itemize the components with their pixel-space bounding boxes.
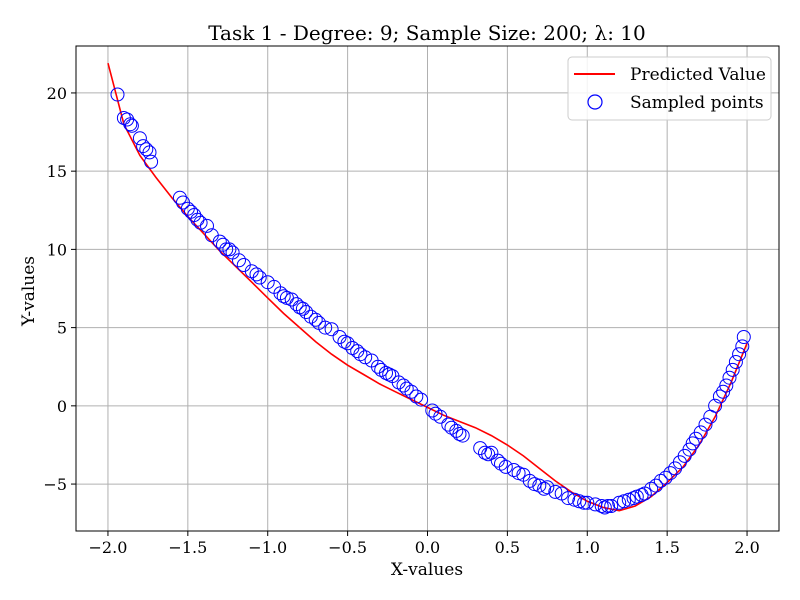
sampled-point (308, 312, 323, 327)
y-tick-label: 15 (47, 162, 67, 181)
sampled-point (409, 389, 424, 404)
x-tick-label: 0.5 (495, 538, 520, 557)
sampled-point (601, 499, 615, 513)
sampled-point (222, 242, 237, 257)
x-tick-label: −0.5 (328, 538, 367, 557)
x-axis-label: X-values (391, 560, 463, 580)
sampled-point (139, 142, 154, 157)
legend: Predicted Value Sampled points (567, 56, 772, 121)
sampled-point (577, 495, 592, 510)
sampled-point (193, 215, 208, 230)
sampled-point (124, 118, 139, 133)
sampled-point (728, 355, 743, 369)
y-tick-label: 10 (47, 240, 67, 259)
y-axis-label: Y-values (19, 256, 39, 327)
y-tick-label: 20 (47, 84, 67, 103)
sampled-point (663, 466, 678, 481)
sampled-point (399, 381, 414, 396)
sampled-point (353, 347, 368, 362)
sampled-point (123, 117, 138, 132)
sampled-point (498, 459, 513, 474)
sampled-point (249, 267, 264, 282)
sampled-point (318, 320, 333, 335)
legend-box (567, 56, 772, 121)
sampled-point (722, 370, 737, 385)
sampled-point (597, 500, 612, 515)
sampled-point (719, 378, 734, 393)
sampled-point (522, 473, 537, 488)
x-tick-label: 1.5 (654, 538, 679, 557)
sampled-point (712, 389, 727, 404)
plot-area (107, 62, 751, 515)
ticks: −2.0 −1.5 −1.0 −0.5 0.0 0.5 1.0 1.5 2.0 −5 0 5 10 15 2… (43, 84, 759, 557)
sampled-point (433, 409, 448, 424)
sampled-point (252, 270, 267, 285)
sampled-point (682, 442, 697, 457)
sampled-point (735, 339, 750, 354)
sampled-point (452, 427, 467, 441)
y-tick-label: 5 (57, 319, 67, 338)
sampled-point (455, 428, 470, 443)
sampled-point (653, 473, 668, 488)
sampled-point (414, 392, 429, 407)
sampled-point (725, 362, 740, 377)
sampled-point (506, 463, 521, 477)
sampled-point (693, 425, 708, 440)
x-tick-label: −2.0 (89, 538, 128, 557)
x-tick-label: 2.0 (734, 538, 759, 557)
sampled-point (698, 417, 713, 432)
sampled-point (144, 154, 159, 169)
sampled-point (358, 350, 373, 365)
sampled-point (548, 484, 563, 499)
sampled-point (478, 445, 492, 460)
sampled-point (324, 322, 339, 337)
sampled-point (110, 87, 125, 102)
y-tick-label: 0 (57, 397, 67, 416)
sampled-point (649, 478, 663, 493)
sampled-point (379, 366, 393, 380)
sampled-point (685, 436, 700, 451)
x-tick-label: 0.0 (415, 538, 440, 557)
sampled-point (299, 305, 314, 319)
sampled-point (142, 145, 157, 160)
sampled-point (594, 499, 609, 513)
sampled-point (404, 384, 419, 399)
sampled-point (736, 330, 751, 344)
sampled-point (716, 384, 731, 399)
sampled-point (732, 347, 747, 362)
sampled-point (232, 253, 246, 268)
legend-marker-swatch (587, 94, 603, 110)
sampled-point (561, 491, 576, 506)
sampled-point (172, 190, 187, 205)
sampled-point (382, 367, 397, 382)
y-tick-label: −5 (43, 475, 67, 494)
sampled-point (374, 362, 389, 377)
sampled-point (494, 456, 508, 471)
sampled-point (604, 499, 619, 513)
sampled-point (428, 406, 443, 421)
sampled-point (537, 481, 552, 496)
chart-title: Task 1 - Degree: 9; Sample Size: 200; λ:… (208, 21, 646, 45)
legend-label-sampled: Sampled points (630, 93, 764, 113)
sampled-point (340, 336, 355, 351)
sampled-point (284, 292, 299, 307)
x-tick-label: −1.5 (168, 538, 207, 557)
sampled-point (532, 478, 547, 493)
sampled-point (540, 480, 555, 495)
sampled-point (132, 131, 147, 146)
sampled-point (276, 289, 291, 304)
legend-label-predicted: Predicted Value (630, 65, 766, 85)
sampled-point (219, 242, 234, 257)
sampled-point (708, 398, 723, 413)
sampled-point (481, 447, 496, 462)
x-tick-label: −1.0 (248, 538, 287, 557)
sampled-point (580, 495, 595, 510)
sampled-point (644, 481, 659, 496)
sampled-point (658, 470, 673, 485)
sampled-point (200, 218, 214, 233)
sampled-point (295, 301, 310, 316)
x-tick-label: 1.0 (575, 538, 600, 557)
